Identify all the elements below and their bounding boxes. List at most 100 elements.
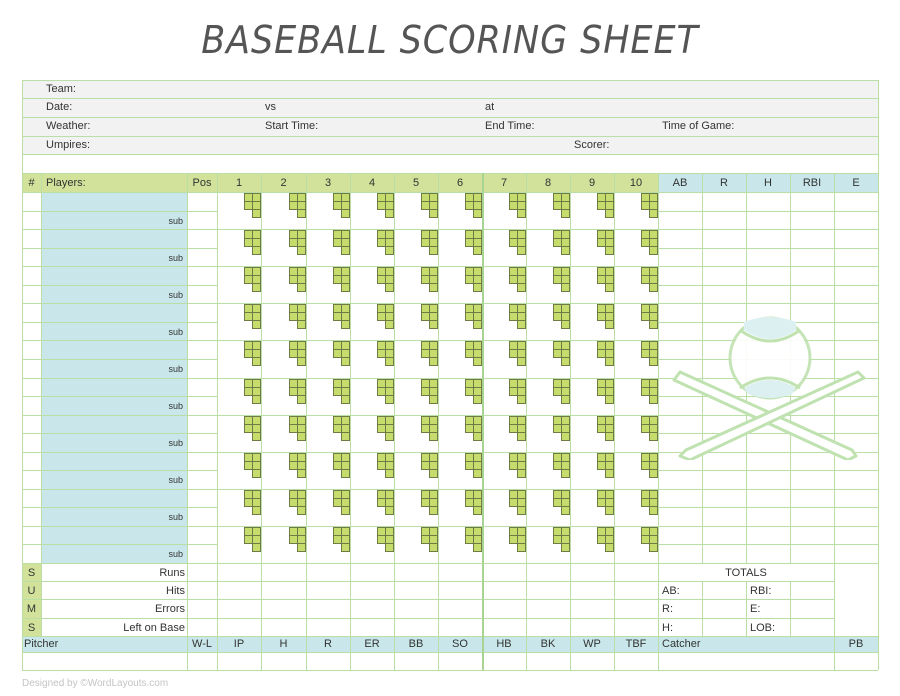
at-bat-diamond-icon[interactable] <box>421 341 439 368</box>
at-bat-diamond-icon[interactable] <box>421 527 439 554</box>
at-bat-diamond-icon[interactable] <box>377 416 395 443</box>
at-bat-diamond-icon[interactable] <box>421 453 439 480</box>
at-bat-diamond-icon[interactable] <box>289 379 307 406</box>
at-bat-diamond-icon[interactable] <box>333 453 351 480</box>
at-bat-diamond-icon[interactable] <box>244 230 262 257</box>
at-bat-diamond-icon[interactable] <box>465 193 483 220</box>
at-bat-diamond-icon[interactable] <box>421 490 439 517</box>
at-bat-diamond-icon[interactable] <box>377 230 395 257</box>
at-bat-diamond-icon[interactable] <box>377 453 395 480</box>
at-bat-diamond-icon[interactable] <box>244 341 262 368</box>
at-bat-diamond-icon[interactable] <box>641 304 659 331</box>
at-bat-diamond-icon[interactable] <box>289 267 307 294</box>
at-bat-diamond-icon[interactable] <box>244 416 262 443</box>
at-bat-diamond-icon[interactable] <box>377 304 395 331</box>
at-bat-diamond-icon[interactable] <box>553 379 571 406</box>
at-bat-diamond-icon[interactable] <box>641 267 659 294</box>
at-bat-diamond-icon[interactable] <box>333 230 351 257</box>
at-bat-diamond-icon[interactable] <box>553 341 571 368</box>
at-bat-diamond-icon[interactable] <box>333 490 351 517</box>
info-row-umpires[interactable] <box>22 136 878 154</box>
at-bat-diamond-icon[interactable] <box>597 304 615 331</box>
at-bat-diamond-icon[interactable] <box>597 193 615 220</box>
at-bat-diamond-icon[interactable] <box>597 416 615 443</box>
at-bat-diamond-icon[interactable] <box>509 267 527 294</box>
at-bat-diamond-icon[interactable] <box>509 193 527 220</box>
at-bat-diamond-icon[interactable] <box>641 490 659 517</box>
at-bat-diamond-icon[interactable] <box>421 304 439 331</box>
at-bat-diamond-icon[interactable] <box>244 193 262 220</box>
at-bat-diamond-icon[interactable] <box>465 416 483 443</box>
at-bat-diamond-icon[interactable] <box>509 527 527 554</box>
at-bat-diamond-icon[interactable] <box>289 193 307 220</box>
at-bat-diamond-icon[interactable] <box>377 341 395 368</box>
at-bat-diamond-icon[interactable] <box>244 379 262 406</box>
at-bat-diamond-icon[interactable] <box>333 304 351 331</box>
at-bat-diamond-icon[interactable] <box>641 341 659 368</box>
at-bat-diamond-icon[interactable] <box>509 379 527 406</box>
at-bat-diamond-icon[interactable] <box>333 527 351 554</box>
at-bat-diamond-icon[interactable] <box>377 267 395 294</box>
at-bat-diamond-icon[interactable] <box>289 453 307 480</box>
at-bat-diamond-icon[interactable] <box>553 416 571 443</box>
at-bat-diamond-icon[interactable] <box>465 267 483 294</box>
at-bat-diamond-icon[interactable] <box>333 193 351 220</box>
at-bat-diamond-icon[interactable] <box>333 341 351 368</box>
at-bat-diamond-icon[interactable] <box>421 267 439 294</box>
at-bat-diamond-icon[interactable] <box>553 453 571 480</box>
at-bat-diamond-icon[interactable] <box>553 267 571 294</box>
at-bat-diamond-icon[interactable] <box>509 341 527 368</box>
at-bat-diamond-icon[interactable] <box>465 490 483 517</box>
at-bat-diamond-icon[interactable] <box>333 416 351 443</box>
at-bat-diamond-icon[interactable] <box>465 304 483 331</box>
at-bat-diamond-icon[interactable] <box>289 304 307 331</box>
at-bat-diamond-icon[interactable] <box>244 490 262 517</box>
at-bat-diamond-icon[interactable] <box>421 230 439 257</box>
at-bat-diamond-icon[interactable] <box>377 193 395 220</box>
at-bat-diamond-icon[interactable] <box>641 527 659 554</box>
at-bat-diamond-icon[interactable] <box>421 379 439 406</box>
at-bat-diamond-icon[interactable] <box>465 453 483 480</box>
at-bat-diamond-icon[interactable] <box>465 230 483 257</box>
info-row-date[interactable] <box>22 98 878 117</box>
at-bat-diamond-icon[interactable] <box>244 267 262 294</box>
at-bat-diamond-icon[interactable] <box>597 341 615 368</box>
at-bat-diamond-icon[interactable] <box>553 490 571 517</box>
at-bat-diamond-icon[interactable] <box>289 341 307 368</box>
at-bat-diamond-icon[interactable] <box>597 490 615 517</box>
at-bat-diamond-icon[interactable] <box>509 490 527 517</box>
at-bat-diamond-icon[interactable] <box>333 379 351 406</box>
at-bat-diamond-icon[interactable] <box>553 230 571 257</box>
at-bat-diamond-icon[interactable] <box>377 490 395 517</box>
at-bat-diamond-icon[interactable] <box>553 193 571 220</box>
at-bat-diamond-icon[interactable] <box>553 304 571 331</box>
at-bat-diamond-icon[interactable] <box>289 527 307 554</box>
at-bat-diamond-icon[interactable] <box>641 379 659 406</box>
at-bat-diamond-icon[interactable] <box>509 304 527 331</box>
at-bat-diamond-icon[interactable] <box>509 416 527 443</box>
at-bat-diamond-icon[interactable] <box>244 453 262 480</box>
at-bat-diamond-icon[interactable] <box>244 304 262 331</box>
at-bat-diamond-icon[interactable] <box>641 230 659 257</box>
at-bat-diamond-icon[interactable] <box>421 416 439 443</box>
at-bat-diamond-icon[interactable] <box>509 453 527 480</box>
at-bat-diamond-icon[interactable] <box>289 416 307 443</box>
at-bat-diamond-icon[interactable] <box>641 453 659 480</box>
at-bat-diamond-icon[interactable] <box>641 193 659 220</box>
at-bat-diamond-icon[interactable] <box>597 230 615 257</box>
at-bat-diamond-icon[interactable] <box>377 379 395 406</box>
at-bat-diamond-icon[interactable] <box>421 193 439 220</box>
at-bat-diamond-icon[interactable] <box>597 453 615 480</box>
at-bat-diamond-icon[interactable] <box>597 267 615 294</box>
at-bat-diamond-icon[interactable] <box>553 527 571 554</box>
at-bat-diamond-icon[interactable] <box>641 416 659 443</box>
at-bat-diamond-icon[interactable] <box>597 379 615 406</box>
at-bat-diamond-icon[interactable] <box>465 379 483 406</box>
info-row-team[interactable] <box>22 80 878 98</box>
at-bat-diamond-icon[interactable] <box>244 527 262 554</box>
at-bat-diamond-icon[interactable] <box>509 230 527 257</box>
info-row-weather[interactable] <box>22 117 878 136</box>
at-bat-diamond-icon[interactable] <box>289 230 307 257</box>
at-bat-diamond-icon[interactable] <box>289 490 307 517</box>
at-bat-diamond-icon[interactable] <box>377 527 395 554</box>
